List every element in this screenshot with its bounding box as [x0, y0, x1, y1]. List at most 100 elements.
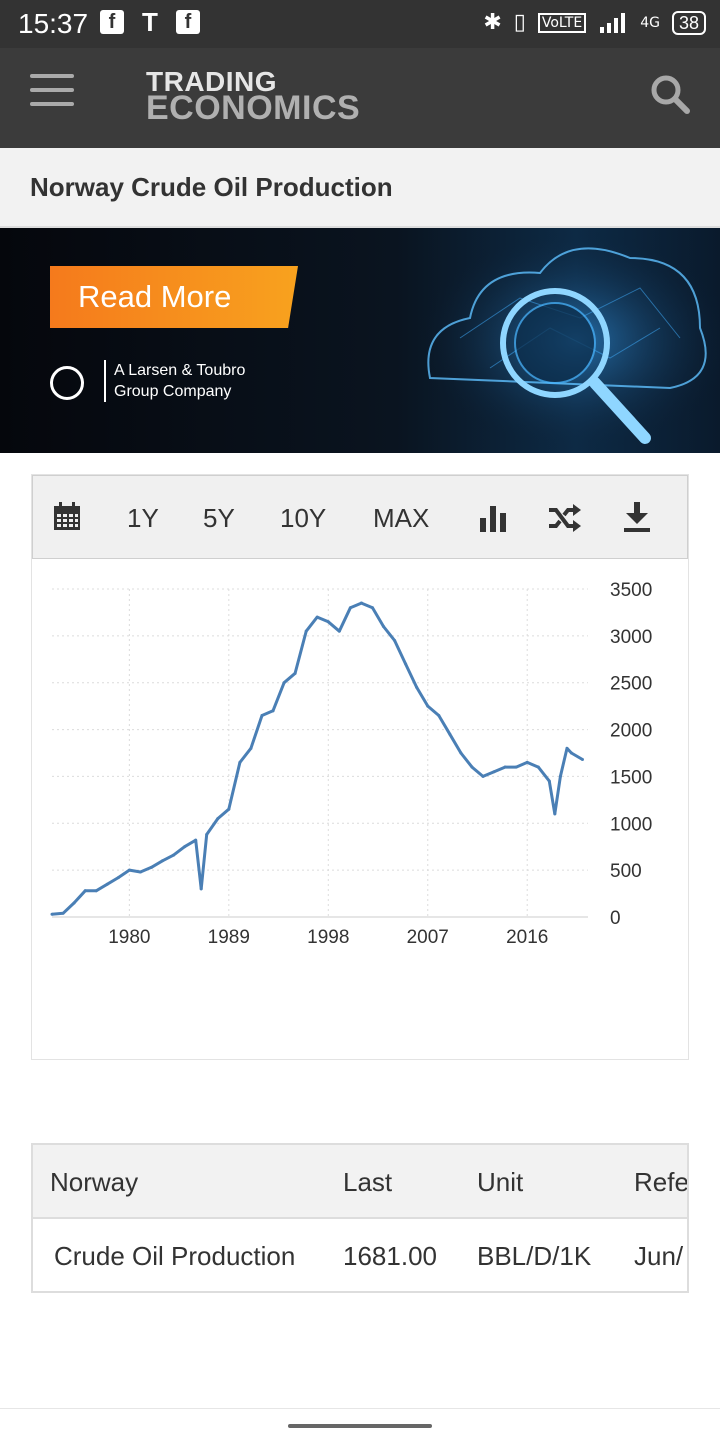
- data-point: [94, 889, 98, 893]
- navigation-bar: [0, 1408, 720, 1440]
- data-point: [61, 911, 65, 915]
- y-tick-label: 500: [610, 861, 642, 882]
- data-point: [558, 774, 562, 778]
- brand-line-1: TRADING: [146, 66, 278, 97]
- data-point: [183, 845, 187, 849]
- y-tick-label: 1500: [610, 767, 652, 788]
- data-point: [459, 751, 463, 755]
- calendar-icon[interactable]: [53, 502, 81, 532]
- data-point: [359, 601, 363, 605]
- status-bar: 15:37 f T f ✱ ▯ VoLTE 4G 38: [0, 0, 720, 48]
- data-point: [481, 774, 485, 778]
- facebook-icon: f: [176, 10, 200, 34]
- brand-logo[interactable]: TRADING ECONOMICS: [146, 66, 361, 127]
- data-point: [470, 765, 474, 769]
- data-point: [492, 770, 496, 774]
- data-point: [326, 620, 330, 624]
- y-tick-label: 1000: [610, 814, 652, 835]
- cell-last: 1681.00: [343, 1241, 437, 1271]
- data-point: [536, 765, 540, 769]
- shuffle-icon[interactable]: [547, 504, 581, 532]
- header-country[interactable]: Norway: [50, 1167, 139, 1197]
- data-point: [565, 746, 569, 750]
- sponsor-line-1: A Larsen & Toubro: [114, 362, 246, 379]
- data-point: [514, 765, 518, 769]
- cell-reference: Jun/: [634, 1241, 684, 1271]
- notification-icons: f T f: [100, 9, 200, 35]
- data-point: [293, 671, 297, 675]
- sponsor-text: A Larsen & Toubro Group Company: [104, 360, 245, 402]
- facebook-icon: f: [100, 10, 124, 34]
- network-type: 4G: [640, 14, 660, 31]
- y-tick-label: 3500: [610, 580, 652, 601]
- range-max-button[interactable]: MAX: [373, 503, 430, 533]
- home-indicator[interactable]: [288, 1424, 432, 1428]
- range-5y-button[interactable]: 5Y: [203, 503, 235, 533]
- x-tick-label: 1980: [108, 927, 150, 948]
- battery-indicator: 38: [671, 10, 706, 35]
- chart-toolbar: 1Y 5Y 10Y MAX: [32, 475, 688, 559]
- data-point: [116, 876, 120, 880]
- cell-unit: BBL/D/1K: [477, 1241, 592, 1271]
- data-point: [127, 868, 131, 872]
- search-icon[interactable]: [650, 74, 690, 114]
- range-1y-button[interactable]: 1Y: [127, 503, 159, 533]
- data-point: [199, 887, 203, 891]
- data-point: [547, 779, 551, 783]
- data-point: [205, 833, 209, 837]
- chart-card: 1Y 5Y 10Y MAX 0 500 1000 1500 2000 2500 3000 35…: [31, 474, 689, 1060]
- data-point: [83, 889, 87, 893]
- y-tick-label: 3000: [610, 627, 652, 648]
- ad-banner[interactable]: Read More A Larsen & Toubro Group Compan…: [0, 228, 720, 453]
- bar-chart-icon[interactable]: [479, 504, 507, 532]
- data-point: [138, 870, 142, 874]
- page-title-bar: Norway Crude Oil Production: [0, 148, 720, 228]
- data-point: [249, 746, 253, 750]
- series-line: [51, 601, 584, 916]
- data-point: [216, 817, 220, 821]
- data-point: [50, 912, 54, 916]
- data-point: [426, 704, 430, 708]
- x-tick-label: 2016: [506, 927, 548, 948]
- page-title: Norway Crude Oil Production: [30, 172, 393, 202]
- data-point: [382, 624, 386, 628]
- data-point: [282, 681, 286, 685]
- data-point: [304, 629, 308, 633]
- data-point: [194, 838, 198, 842]
- table-header: Norway Last Unit Refe: [33, 1145, 689, 1219]
- header-last[interactable]: Last: [343, 1167, 393, 1197]
- range-10y-button[interactable]: 10Y: [280, 503, 327, 533]
- header-unit[interactable]: Unit: [477, 1167, 524, 1197]
- data-point: [525, 760, 529, 764]
- download-icon[interactable]: [623, 502, 651, 532]
- data-point: [580, 757, 584, 761]
- volte-icon: VoLTE: [537, 12, 587, 33]
- system-icons: ✱ ▯ VoLTE 4G 38: [483, 10, 706, 35]
- header-reference[interactable]: Refe: [634, 1167, 689, 1197]
- data-point: [569, 751, 573, 755]
- data-point: [415, 685, 419, 689]
- data-point: [271, 709, 275, 713]
- data-point: [503, 765, 507, 769]
- y-tick-label: 2000: [610, 721, 652, 742]
- cell-indicator[interactable]: Crude Oil Production: [54, 1241, 296, 1271]
- signal-icon: [600, 12, 626, 33]
- y-tick-label: 2500: [610, 674, 652, 695]
- data-point: [260, 714, 264, 718]
- table-row[interactable]: Crude Oil Production 1681.00 BBL/D/1K Ju…: [33, 1219, 687, 1291]
- data-point: [393, 639, 397, 643]
- menu-icon[interactable]: [30, 74, 74, 106]
- read-more-button[interactable]: Read More: [50, 266, 298, 328]
- x-tick-label: 1989: [208, 927, 250, 948]
- data-point: [161, 859, 165, 863]
- cloud-magnifier-illustration: [400, 228, 720, 453]
- data-point: [172, 853, 176, 857]
- data-point: [553, 812, 557, 816]
- data-point: [72, 901, 76, 905]
- brand-line-2: ECONOMICS: [146, 88, 361, 127]
- x-tick-label: 1998: [307, 927, 349, 948]
- data-point: [337, 629, 341, 633]
- data-table: Norway Last Unit Refe Crude Oil Producti…: [31, 1143, 689, 1293]
- sponsor-line-2: Group Company: [114, 383, 232, 400]
- bluetooth-icon: ✱: [483, 10, 502, 35]
